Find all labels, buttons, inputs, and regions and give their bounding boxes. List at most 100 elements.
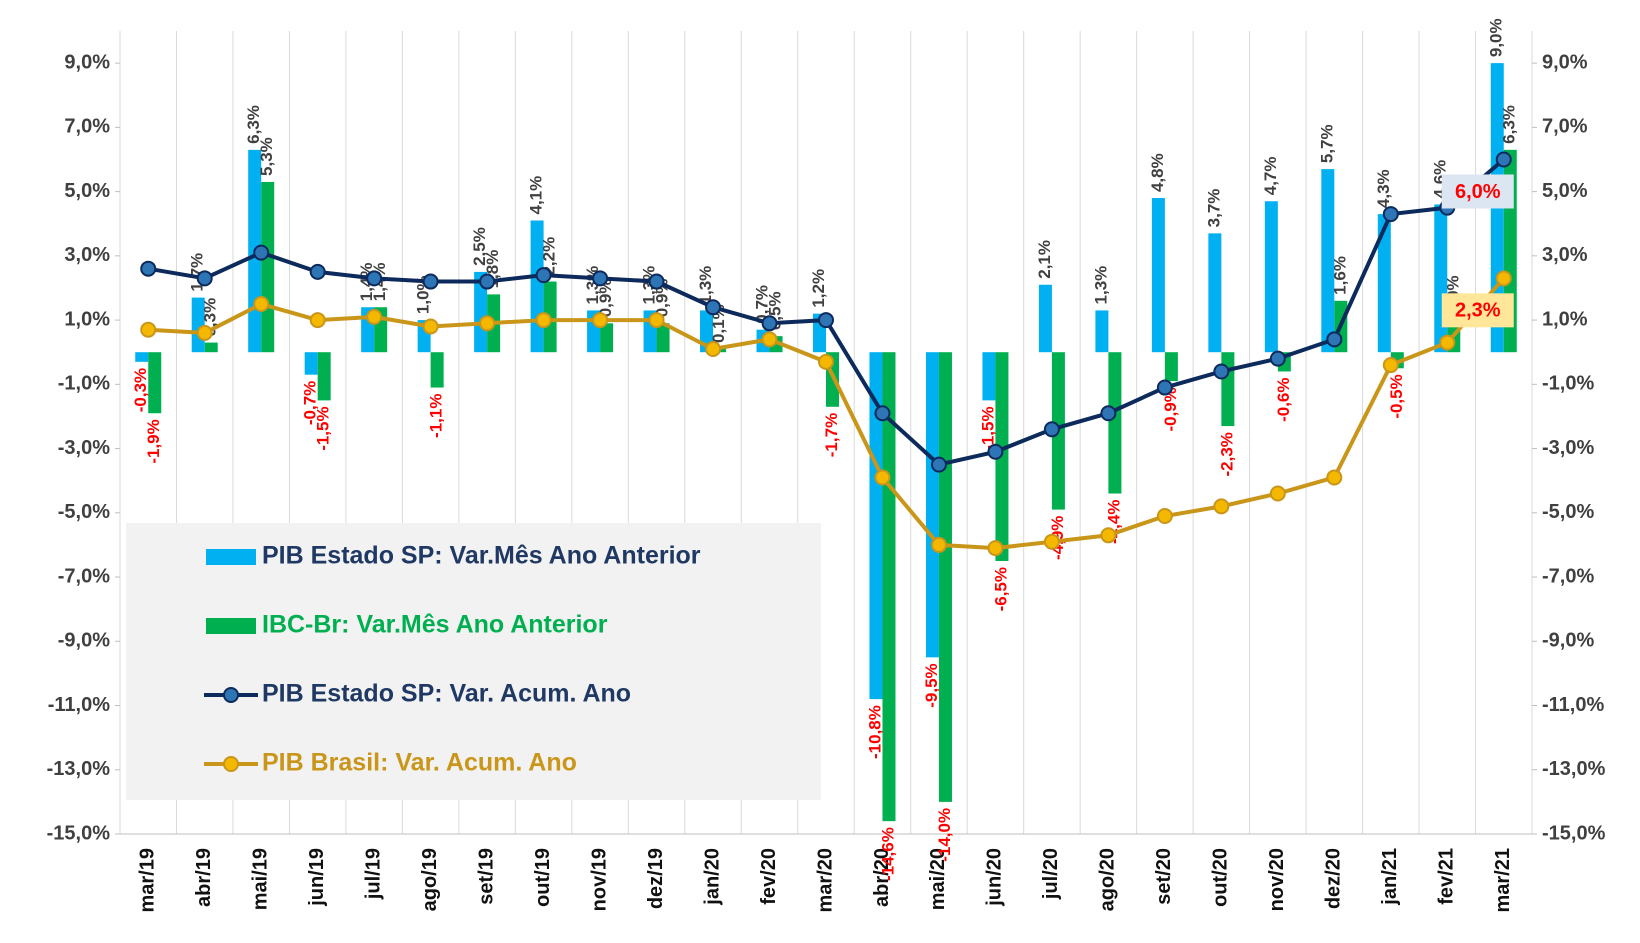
bar <box>938 352 952 802</box>
legend-label: IBC-Br: Var.Mês Ano Anterior <box>262 611 608 639</box>
x-tick-label: mar/21 <box>1492 848 1514 913</box>
bar <box>1377 214 1391 353</box>
y2-tick-label: -3,0% <box>1542 437 1594 459</box>
line-marker <box>1043 533 1060 550</box>
legend-marker <box>223 756 239 772</box>
legend-marker <box>223 687 239 703</box>
legend-label: PIB Estado SP: Var. Acum. Ano <box>262 680 631 708</box>
bar <box>600 323 614 353</box>
y2-tick-label: -13,0% <box>1542 758 1606 780</box>
line-marker <box>535 267 552 284</box>
legend-swatch <box>206 618 256 634</box>
line-marker <box>818 312 834 329</box>
legend: PIB Estado SP: Var.Mês Ano Anterior IBC-B… <box>126 523 821 800</box>
x-tick-label: jan/21 <box>1379 848 1401 906</box>
line-marker <box>818 353 834 370</box>
data-label-box: 2,3% <box>1441 293 1514 328</box>
x-tick-label: jul/20 <box>1040 848 1062 900</box>
y2-tick-label: -7,0% <box>1542 565 1594 587</box>
y-tick-label: -13,0% <box>47 758 111 780</box>
bar <box>1321 169 1335 353</box>
x-tick-label: dez/19 <box>645 848 667 909</box>
data-label: 4,8% <box>1148 153 1167 192</box>
bar <box>1151 198 1165 353</box>
data-label: 5,3% <box>257 137 276 176</box>
line-marker <box>1100 405 1117 422</box>
line-marker <box>1439 334 1456 351</box>
line-marker <box>648 273 665 290</box>
x-tick-label: mai/20 <box>927 848 949 910</box>
x-tick-label: jul/19 <box>362 848 384 900</box>
x-tick-label: out/19 <box>532 848 554 907</box>
line-marker <box>1100 527 1117 544</box>
data-label: -0,3% <box>131 368 150 412</box>
data-label: -0,7% <box>301 381 320 425</box>
y2-tick-label: 9,0% <box>1542 51 1588 73</box>
line-marker <box>1156 508 1173 525</box>
data-label: 9,0% <box>1487 18 1506 57</box>
line-marker <box>1156 379 1173 396</box>
line-marker <box>1213 363 1230 380</box>
line-marker <box>1269 350 1286 367</box>
bar <box>1095 310 1109 353</box>
data-label: 0,7% <box>753 285 772 324</box>
line-marker <box>705 299 722 316</box>
y-tick-label: -1,0% <box>58 373 110 395</box>
x-tick-label: abr/19 <box>193 848 215 907</box>
data-label: -1,9% <box>144 419 163 463</box>
x-tick-label: nov/20 <box>1266 848 1288 911</box>
bar <box>261 181 275 353</box>
bar <box>925 352 939 658</box>
data-label: 4,3% <box>1374 169 1393 208</box>
bar <box>1164 352 1178 382</box>
bar <box>869 352 883 700</box>
data-label: 1,2% <box>809 269 828 308</box>
x-tick-label: jan/20 <box>701 848 723 906</box>
data-label: -2,3% <box>1217 432 1236 476</box>
line-marker <box>987 540 1004 557</box>
y2-tick-label: -5,0% <box>1542 501 1594 523</box>
line-marker <box>479 315 496 332</box>
data-label-box: 6,0% <box>1441 174 1514 209</box>
bar <box>474 271 488 353</box>
data-label: -1,1% <box>427 394 446 438</box>
line-marker <box>253 244 270 261</box>
data-label: 6,0% <box>1455 181 1501 203</box>
data-label: 1,6% <box>1330 256 1349 295</box>
line-marker <box>648 312 665 329</box>
line-marker <box>592 312 609 329</box>
y-tick-label: -7,0% <box>58 565 110 587</box>
line-marker <box>1213 498 1230 515</box>
line-marker <box>761 331 778 348</box>
legend-label: PIB Estado SP: Var.Mês Ano Anterior <box>262 542 701 570</box>
y2-tick-label: 7,0% <box>1542 116 1588 138</box>
line-marker <box>422 318 439 335</box>
line-marker <box>309 312 326 329</box>
bar <box>430 352 444 388</box>
line-marker <box>1382 206 1399 223</box>
bar <box>304 352 318 375</box>
line-marker <box>309 263 326 280</box>
line-marker <box>1269 485 1286 502</box>
x-tick-label: abr/20 <box>871 848 893 907</box>
data-label: 4,1% <box>527 176 546 215</box>
legend-swatch <box>206 549 256 565</box>
data-label: 1,3% <box>1091 266 1110 305</box>
legend-box <box>126 523 821 800</box>
bar <box>995 352 1009 561</box>
y-tick-label: 1,0% <box>64 308 110 330</box>
bar <box>982 352 996 401</box>
y-tick-label: -11,0% <box>48 694 110 716</box>
bar <box>148 352 162 414</box>
line-marker <box>930 456 947 473</box>
line-marker <box>366 308 383 325</box>
label-box <box>1441 174 1514 209</box>
line-marker <box>253 296 270 313</box>
x-tick-label: set/19 <box>475 848 497 905</box>
line-marker <box>874 405 891 422</box>
bar <box>1208 233 1222 353</box>
data-label: -1,5% <box>314 406 333 450</box>
data-label: 2,1% <box>1035 240 1054 279</box>
data-label: -0,5% <box>1387 374 1406 418</box>
